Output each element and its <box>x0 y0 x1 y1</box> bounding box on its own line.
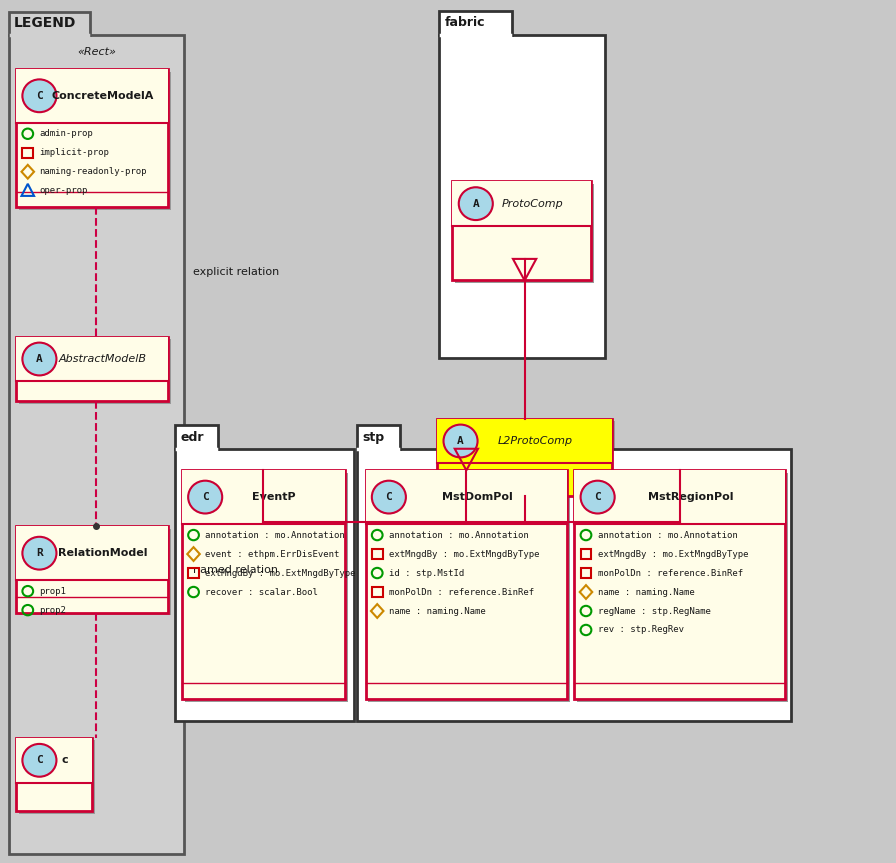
Bar <box>16 69 168 123</box>
Bar <box>452 181 591 280</box>
Text: admin-prop: admin-prop <box>39 129 93 138</box>
Text: MstDomPol: MstDomPol <box>442 492 513 502</box>
Bar <box>19 740 95 814</box>
Text: RelationModel: RelationModel <box>58 548 148 558</box>
Bar <box>452 181 591 226</box>
Circle shape <box>444 425 478 457</box>
Text: naming-readonly-prop: naming-readonly-prop <box>39 167 147 176</box>
Text: extMngdBy : mo.ExtMngdByType: extMngdBy : mo.ExtMngdByType <box>205 569 356 577</box>
Text: name : naming.Name: name : naming.Name <box>598 588 694 596</box>
Bar <box>437 419 612 496</box>
Text: prop1: prop1 <box>39 587 66 595</box>
Text: implicit-prop: implicit-prop <box>39 148 109 157</box>
Text: A: A <box>457 436 464 446</box>
Text: monPolDn : reference.BinRef: monPolDn : reference.BinRef <box>389 588 534 596</box>
Bar <box>16 738 92 811</box>
Text: LEGEND: LEGEND <box>13 16 76 30</box>
Text: name : naming.Name: name : naming.Name <box>389 607 486 615</box>
Text: MstRegionPol: MstRegionPol <box>648 492 733 502</box>
Bar <box>439 11 512 35</box>
Bar <box>188 568 199 578</box>
Bar <box>581 549 591 559</box>
Text: annotation : mo.Annotation: annotation : mo.Annotation <box>598 531 737 539</box>
Text: annotation : mo.Annotation: annotation : mo.Annotation <box>205 531 345 539</box>
Text: annotation : mo.Annotation: annotation : mo.Annotation <box>389 531 529 539</box>
Circle shape <box>22 537 56 570</box>
Bar <box>372 549 383 559</box>
Text: «Rect»: «Rect» <box>77 47 116 57</box>
Text: id : stp.MstId: id : stp.MstId <box>389 569 464 577</box>
Text: C: C <box>202 492 209 502</box>
Text: A: A <box>36 354 43 364</box>
Bar <box>175 425 218 449</box>
Bar <box>574 470 785 699</box>
Text: C: C <box>385 492 392 502</box>
Circle shape <box>581 481 615 513</box>
Bar <box>185 473 348 702</box>
Bar <box>182 470 345 699</box>
Text: event : ethpm.ErrDisEvent: event : ethpm.ErrDisEvent <box>205 550 340 558</box>
Bar <box>366 470 567 699</box>
Bar <box>19 529 171 615</box>
Text: monPolDn : reference.BinRef: monPolDn : reference.BinRef <box>598 569 743 577</box>
Text: regName : stp.RegName: regName : stp.RegName <box>598 607 711 615</box>
Circle shape <box>188 481 222 513</box>
Text: ProtoComp: ProtoComp <box>502 198 564 209</box>
Text: c: c <box>62 755 68 765</box>
Bar <box>440 421 615 499</box>
Text: A: A <box>472 198 479 209</box>
Bar <box>357 449 791 721</box>
Text: extMngdBy : mo.ExtMngdByType: extMngdBy : mo.ExtMngdByType <box>389 550 539 558</box>
Text: rev : stp.RegRev: rev : stp.RegRev <box>598 626 684 634</box>
Text: named relation: named relation <box>193 564 278 575</box>
Circle shape <box>22 343 56 375</box>
Text: C: C <box>36 755 43 765</box>
Bar <box>574 470 785 524</box>
Bar <box>581 568 591 578</box>
Bar <box>22 148 33 158</box>
Text: edr: edr <box>180 431 203 444</box>
Bar <box>19 339 171 404</box>
Text: ConcreteModelA: ConcreteModelA <box>52 91 154 101</box>
Text: explicit relation: explicit relation <box>193 267 279 277</box>
Circle shape <box>22 744 56 777</box>
Text: C: C <box>36 91 43 101</box>
Bar <box>182 470 345 524</box>
Bar <box>16 337 168 401</box>
Bar <box>577 473 788 702</box>
Circle shape <box>22 79 56 112</box>
Text: oper-prop: oper-prop <box>39 186 88 195</box>
Bar <box>366 470 567 524</box>
Text: recover : scalar.Bool: recover : scalar.Bool <box>205 588 318 596</box>
Bar <box>372 587 383 597</box>
Bar <box>357 425 400 449</box>
Text: stp: stp <box>362 431 384 444</box>
Text: EventP: EventP <box>253 492 296 502</box>
Bar <box>16 337 168 381</box>
Bar <box>16 526 168 580</box>
Text: L2ProtoComp: L2ProtoComp <box>498 436 573 446</box>
Text: extMngdBy : mo.ExtMngdByType: extMngdBy : mo.ExtMngdByType <box>598 550 748 558</box>
Bar <box>19 72 171 210</box>
Circle shape <box>459 187 493 220</box>
Bar <box>439 35 605 358</box>
Text: fabric: fabric <box>444 16 485 29</box>
Bar <box>9 12 90 35</box>
Bar <box>368 473 570 702</box>
Bar <box>16 526 168 613</box>
Bar <box>9 35 184 854</box>
Bar <box>455 184 594 283</box>
Text: AbstractModelB: AbstractModelB <box>59 354 147 364</box>
Text: prop2: prop2 <box>39 606 66 614</box>
Bar <box>437 419 612 463</box>
Bar <box>16 69 168 207</box>
Bar <box>16 738 92 783</box>
Text: C: C <box>594 492 601 502</box>
Circle shape <box>372 481 406 513</box>
Text: R: R <box>36 548 43 558</box>
Bar <box>175 449 354 721</box>
